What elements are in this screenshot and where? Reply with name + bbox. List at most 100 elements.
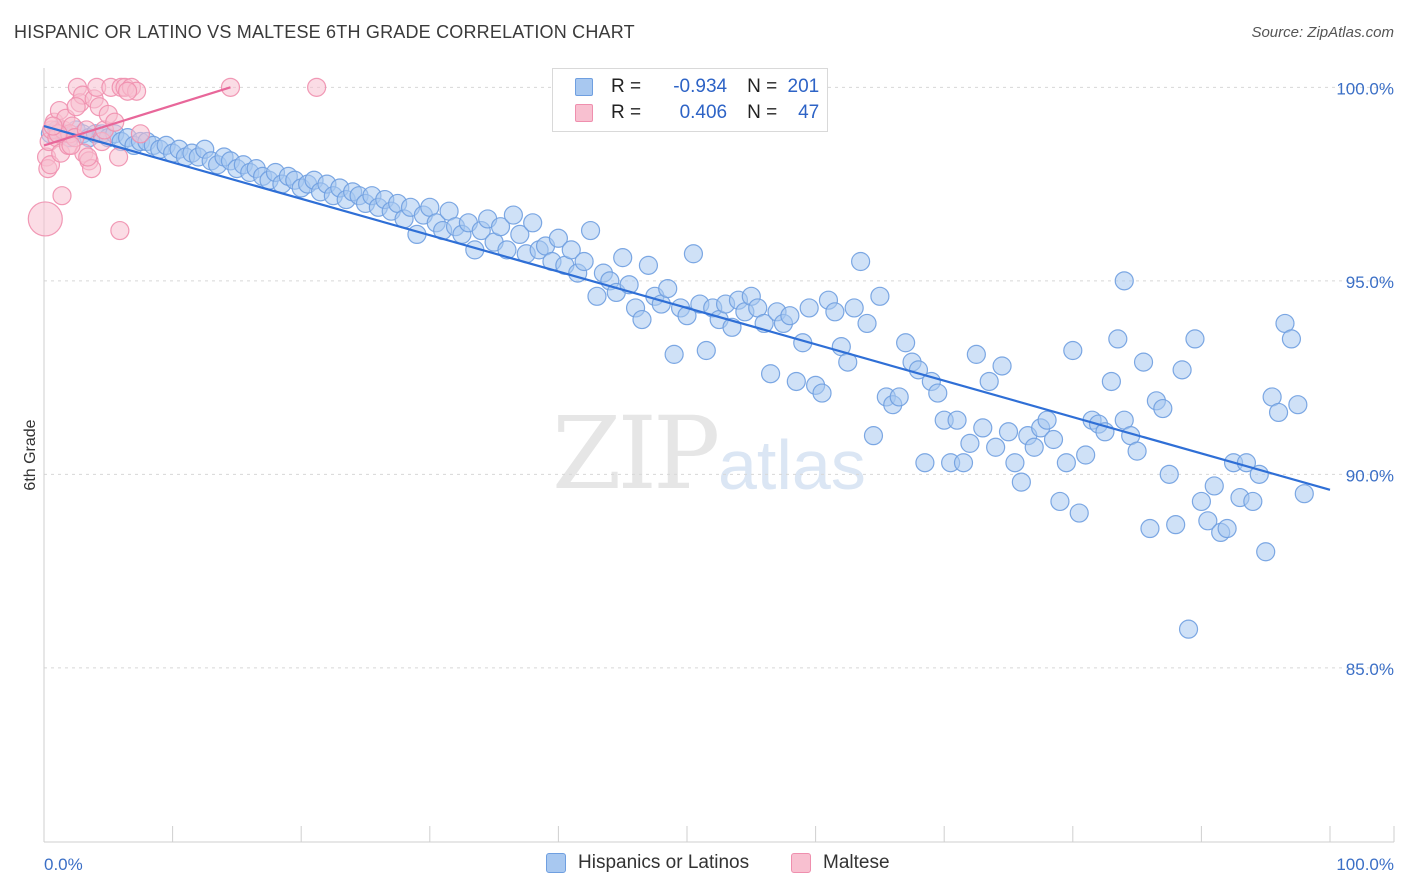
legend-n-label: N =: [747, 76, 778, 97]
hispanic-point: [1217, 518, 1237, 539]
legend-swatch-maltese: [791, 853, 811, 873]
hispanic-point: [1076, 445, 1096, 465]
hispanic-point: [1037, 410, 1057, 430]
hispanic-point: [998, 422, 1019, 442]
y-tick-label: 85.0%: [1346, 660, 1394, 679]
legend-r-label: R =: [611, 76, 642, 97]
hispanic-point: [1056, 453, 1076, 473]
hispanic-point: [1127, 441, 1147, 461]
hispanic-point: [896, 333, 916, 353]
legend-n-label: N =: [747, 102, 778, 123]
hispanic-point: [1043, 429, 1064, 450]
x-tick-label: 100.0%: [1336, 855, 1394, 874]
maltese-point: [307, 77, 327, 97]
hispanic-point: [1108, 329, 1128, 349]
hispanic-point: [523, 213, 543, 233]
hispanic-point: [1166, 515, 1186, 535]
maltese-point: [27, 201, 63, 237]
hispanic-point: [812, 383, 832, 403]
hispanic-point: [1294, 484, 1314, 504]
watermark-zip: ZIP: [552, 395, 720, 512]
hispanic-point: [677, 306, 697, 326]
source-label: Source: ZipAtlas.com: [1251, 24, 1394, 41]
hispanic-point: [1288, 395, 1308, 415]
hispanic-point: [587, 286, 607, 306]
hispanic-point: [548, 228, 569, 248]
legend-item-hispanic[interactable]: Hispanics or Latinos: [546, 852, 749, 874]
hispanic-point: [1024, 437, 1044, 457]
hispanic-point: [580, 220, 601, 241]
hispanic-point: [1114, 271, 1134, 291]
hispanic-point: [863, 426, 884, 446]
hispanic-point: [799, 298, 819, 318]
hispanic-point: [760, 364, 781, 384]
hispanic-point: [1198, 511, 1218, 531]
legend-r-value: 0.406: [679, 102, 728, 123]
hispanic-point: [1185, 329, 1205, 349]
chart-title: HISPANIC OR LATINO VS MALTESE 6TH GRADE …: [14, 22, 635, 42]
hispanic-point: [1268, 402, 1289, 423]
hispanic-point: [1256, 542, 1276, 562]
hispanic-point: [632, 309, 652, 330]
maltese-point: [78, 147, 98, 167]
hispanic-point: [574, 251, 594, 272]
hispanic-point: [1140, 518, 1160, 539]
legend-n-value: 201: [787, 76, 820, 97]
hispanic-point: [857, 313, 877, 334]
hispanic-point: [613, 248, 633, 268]
y-tick-label: 100.0%: [1336, 79, 1394, 98]
hispanic-point: [780, 306, 800, 326]
legend-n-value: 47: [798, 102, 820, 123]
hispanic-point: [503, 205, 523, 225]
maltese-point: [117, 81, 138, 101]
hispanic-point: [953, 453, 974, 473]
hispanic-point: [844, 298, 864, 318]
hispanic-point: [1005, 453, 1025, 473]
legend-swatch-hispanic: [546, 853, 566, 873]
hispanic-point: [696, 340, 716, 361]
hispanic-point: [1249, 464, 1269, 484]
hispanic-trend-line: [43, 124, 1331, 491]
hispanic-point: [1243, 491, 1263, 512]
x-tick-label: 0.0%: [44, 855, 83, 874]
maltese-point: [108, 147, 129, 167]
legend-item-maltese[interactable]: Maltese: [791, 852, 890, 874]
correlation-legend: R = -0.934 N = 201 R = 0.406 N = 47: [552, 68, 828, 132]
y-tick-label: 90.0%: [1346, 466, 1394, 485]
hispanic-point: [1069, 503, 1089, 523]
hispanic-point: [1178, 619, 1199, 639]
maltese-point: [110, 220, 130, 241]
hispanic-point: [561, 240, 581, 260]
hispanic-point: [825, 302, 845, 322]
hispanic-point: [1159, 464, 1179, 484]
legend-swatch-maltese: [575, 104, 593, 122]
hispanic-point: [786, 371, 806, 392]
hispanic-point: [1153, 398, 1173, 419]
hispanic-point: [1011, 472, 1031, 492]
hispanic-point: [1172, 360, 1192, 380]
legend-label-maltese: Maltese: [823, 852, 890, 873]
maltese-point: [52, 186, 72, 206]
hispanic-point: [870, 286, 890, 306]
hispanic-point: [1050, 491, 1070, 512]
legend-label-hispanic: Hispanics or Latinos: [578, 852, 750, 873]
hispanic-point: [1133, 352, 1154, 372]
legend-row-hispanic: R = -0.934 N = 201: [575, 74, 819, 100]
hispanic-point: [966, 344, 986, 364]
legend-r-label: R =: [611, 102, 642, 123]
legend-swatch-hispanic: [575, 78, 593, 96]
hispanic-point: [851, 251, 871, 272]
hispanic-point: [683, 244, 704, 264]
series-legend: Hispanics or Latinos Maltese: [0, 852, 1406, 878]
watermark-atlas: atlas: [718, 426, 866, 504]
hispanic-point: [497, 240, 517, 260]
hispanic-point: [664, 344, 684, 364]
hispanic-point: [510, 224, 530, 245]
maltese-trend-line: [43, 86, 231, 147]
y-axis-title: 6th Grade: [22, 419, 39, 490]
y-tick-label: 95.0%: [1346, 273, 1394, 292]
legend-row-maltese: R = 0.406 N = 47: [575, 100, 819, 126]
maltese-point: [105, 112, 125, 132]
hispanic-point: [490, 217, 511, 237]
